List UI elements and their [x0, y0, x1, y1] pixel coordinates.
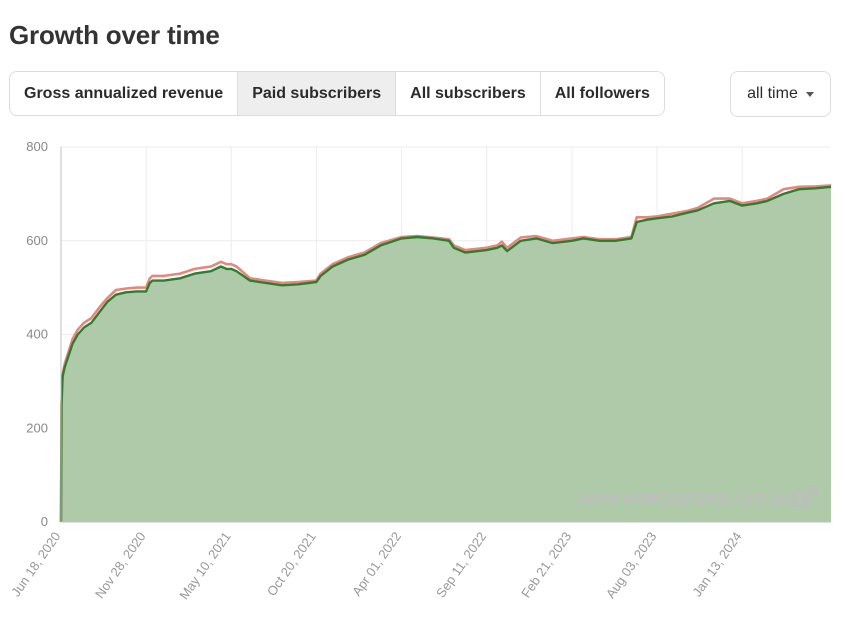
y-axis-labels: 0 200 400 600 800 [26, 139, 48, 529]
series-area-fill [61, 186, 831, 523]
page-title: Growth over time [9, 20, 220, 50]
x-tick-label: Apr 01, 2022 [349, 529, 404, 599]
caret-down-icon [805, 92, 814, 97]
series-line-secondary [59, 184, 832, 523]
x-tick-label: Feb 21, 2023 [518, 529, 574, 600]
y-tick-label: 400 [26, 327, 48, 342]
x-tick-label: Jan 13, 2024 [689, 529, 744, 599]
x-tick-label: Oct 20, 2021 [264, 529, 319, 599]
metric-tabs: Gross annualized revenue Paid subscriber… [9, 71, 665, 116]
tab-paid-subscribers[interactable]: Paid subscribers [238, 72, 397, 115]
y-tick-label: 800 [26, 139, 48, 154]
time-range-value: all time [747, 85, 798, 102]
tab-all-subscribers[interactable]: All subscribers [396, 72, 541, 115]
x-tick-label: Aug 03, 2023 [603, 529, 660, 601]
x-axis-labels: Jun 18, 2020 Nov 28, 2020 May 10, 2021 Oct … [8, 529, 745, 602]
y-tick-label: 200 [26, 420, 48, 435]
series-line-primary [59, 185, 832, 523]
tab-gross-annualized-revenue[interactable]: Gross annualized revenue [10, 72, 239, 115]
y-tick-label: 600 [26, 233, 48, 248]
series-areas [59, 184, 832, 523]
tab-all-followers[interactable]: All followers [554, 84, 650, 102]
time-range-select[interactable]: all time [730, 71, 831, 117]
external-link-icon[interactable] [792, 486, 818, 509]
x-tick-label: Nov 28, 2020 [92, 529, 149, 601]
x-tick-label: Jun 18, 2020 [8, 529, 63, 599]
y-tick-label: 0 [41, 514, 48, 529]
x-tick-label: May 10, 2021 [176, 529, 233, 602]
watermark-text: WWW.WORCESTERSUCKS.EMAIL [578, 490, 813, 506]
x-tick-label: Sep 11, 2022 [433, 529, 489, 600]
